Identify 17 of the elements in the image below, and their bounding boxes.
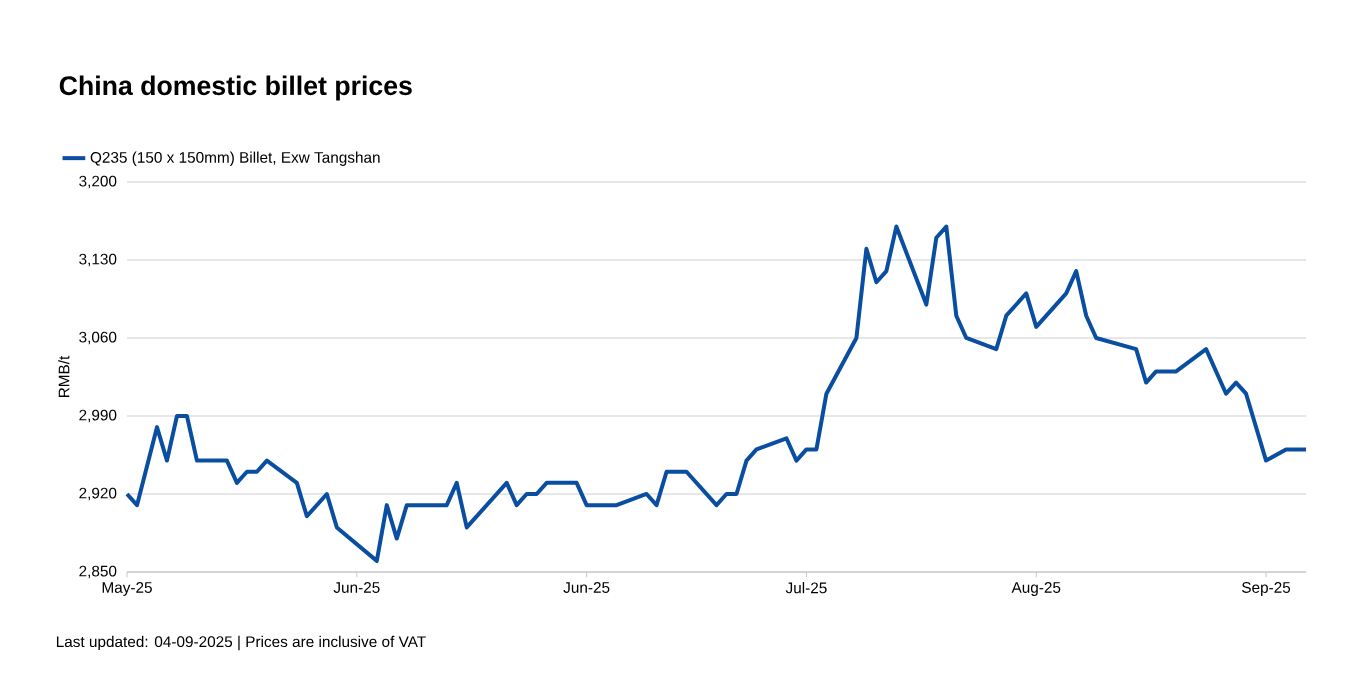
text: Last updated: 04-09-2025 | Prices are inclusive of VAT (56, 635, 426, 651)
y-tick-label: 2,920 (79, 487, 117, 501)
line-series (125, 224, 1309, 563)
x-tick-label: Jun-25 (563, 582, 610, 593)
x-tick-label: May-25 (102, 582, 152, 596)
y-tick-label: 2,850 (79, 565, 117, 579)
y-tick-label: 3,060 (79, 331, 117, 345)
x-tick-label: Sep-25 (1242, 582, 1291, 596)
legend-label: Q235 (150 x 150mm) Billet, Exw Tangshan (90, 151, 380, 166)
x-tick-label: Jul-25 (785, 582, 827, 594)
y-tick-label: 3,130 (79, 253, 117, 267)
x-tick-label: Jun-25 (333, 582, 380, 593)
y-tick-label: 3,200 (79, 175, 117, 189)
chart-title: China domestic billet prices (59, 75, 412, 101)
y-axis-title: RMB/t (58, 355, 70, 398)
x-tick-label: Aug-25 (1011, 582, 1061, 596)
y-tick-label: 2,990 (79, 409, 117, 423)
